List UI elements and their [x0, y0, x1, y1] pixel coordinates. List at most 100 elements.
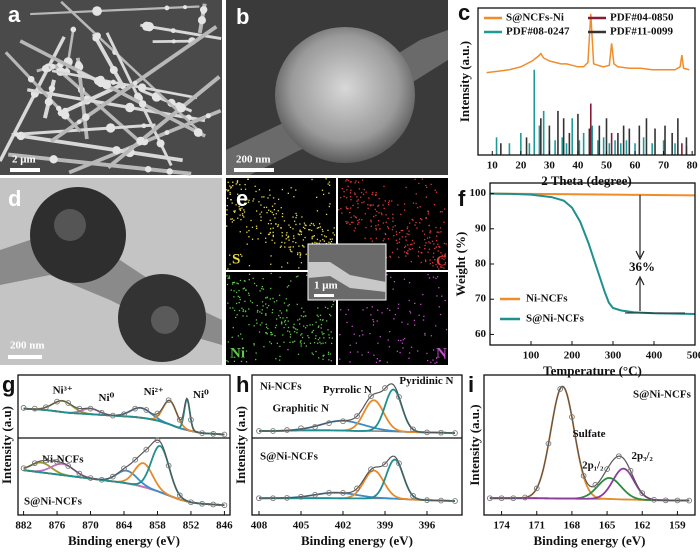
eds-dot — [260, 232, 262, 234]
eds-dot — [358, 221, 360, 224]
eds-dot — [403, 246, 406, 249]
raw-point — [31, 405, 38, 412]
eds-dot — [330, 240, 333, 243]
eds-dot — [310, 222, 313, 225]
eds-dot — [303, 342, 306, 344]
eds-dot — [328, 181, 331, 183]
eds-dot — [246, 315, 248, 317]
eds-dot — [248, 279, 250, 281]
eds-dot — [392, 226, 394, 228]
eds-dot — [252, 200, 254, 202]
eds-dot — [259, 324, 262, 326]
eds-dot — [391, 200, 393, 202]
y-axis-title: Intensity (a.u) — [0, 406, 14, 484]
eds-dot — [261, 309, 263, 311]
eds-dot — [300, 345, 302, 347]
eds-dot — [290, 187, 292, 189]
eds-dot — [244, 183, 246, 186]
fiber — [11, 123, 156, 137]
eds-dot — [432, 256, 434, 258]
eds-dot — [434, 189, 436, 191]
eds-dot — [401, 321, 403, 323]
eds-dot — [350, 221, 353, 224]
eds-dot — [377, 219, 380, 222]
eds-dot — [270, 331, 272, 334]
eds-dot — [351, 325, 353, 328]
x-tick-label: 858 — [149, 520, 166, 532]
eds-dot — [355, 342, 358, 344]
eds-dot — [227, 181, 229, 184]
eds-dot — [316, 227, 319, 229]
eds-dot — [238, 301, 240, 304]
eds-dot — [379, 335, 381, 338]
eds-dot — [295, 328, 297, 330]
eds-dot — [378, 360, 381, 362]
eds-dot — [289, 226, 292, 229]
eds-dot — [441, 295, 443, 297]
eds-dot — [406, 233, 408, 235]
eds-dot — [331, 337, 333, 339]
eds-dot — [276, 300, 278, 302]
eds-dot — [309, 342, 312, 345]
eds-dot — [424, 334, 426, 336]
panel-letter: a — [8, 2, 21, 27]
eds-dot — [309, 229, 311, 231]
eds-dot — [436, 276, 439, 278]
eds-dot — [235, 291, 238, 294]
eds-dot — [430, 230, 432, 232]
bead — [49, 155, 58, 164]
eds-dot — [301, 336, 304, 339]
eds-dot — [243, 280, 246, 282]
raw-point — [651, 496, 657, 503]
eds-dot — [323, 235, 326, 237]
raw-point — [522, 494, 528, 501]
eds-dot — [321, 189, 324, 191]
eds-dot — [280, 323, 283, 325]
eds-dot — [271, 205, 274, 207]
eds-dot — [293, 237, 295, 239]
raw-point — [354, 413, 360, 420]
eds-dot — [253, 282, 256, 285]
eds-dot — [265, 237, 267, 239]
raw-point — [368, 466, 374, 473]
x-axis-title: 2 Theta (degree) — [541, 173, 632, 188]
eds-dot — [309, 224, 311, 226]
y-axis-title: Intensity (a.u) — [233, 406, 248, 484]
raw-point — [31, 460, 38, 467]
eds-dot — [259, 311, 261, 313]
eds-dot — [278, 359, 281, 361]
eds-dot — [285, 298, 287, 300]
eds-dot — [434, 362, 436, 364]
eds-dot — [234, 210, 236, 212]
eds-dot — [333, 234, 336, 236]
raw-point — [87, 475, 94, 481]
eds-dot — [383, 185, 385, 188]
eds-dot — [261, 196, 263, 198]
eds-dot — [316, 314, 318, 316]
eds-dot — [408, 357, 410, 359]
bead — [110, 79, 116, 85]
eds-dot — [287, 192, 289, 194]
eds-dot — [272, 235, 274, 238]
x-tick-label: 882 — [15, 520, 32, 532]
eds-dot — [237, 193, 239, 195]
eds-dot — [228, 277, 231, 279]
eds-dot — [315, 321, 317, 323]
eds-dot — [240, 253, 242, 256]
bead — [199, 6, 208, 14]
eds-dot — [239, 231, 241, 233]
eds-dot — [392, 288, 394, 290]
panel-letter: e — [236, 186, 248, 211]
eds-dot — [257, 238, 259, 240]
peak-label: Pyrrolic N — [323, 384, 372, 396]
eds-dot — [244, 310, 247, 312]
eds-dot — [368, 197, 370, 199]
eds-dot — [408, 282, 411, 284]
bead — [41, 64, 50, 73]
eds-dot — [239, 208, 242, 210]
x-tick-label: 846 — [216, 520, 233, 532]
eds-dot — [237, 335, 239, 337]
eds-dot — [320, 323, 323, 326]
eds-dot — [226, 209, 228, 211]
eds-dot — [261, 285, 264, 288]
